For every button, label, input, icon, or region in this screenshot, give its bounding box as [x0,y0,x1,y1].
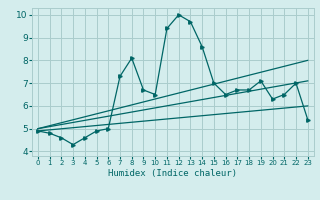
X-axis label: Humidex (Indice chaleur): Humidex (Indice chaleur) [108,169,237,178]
